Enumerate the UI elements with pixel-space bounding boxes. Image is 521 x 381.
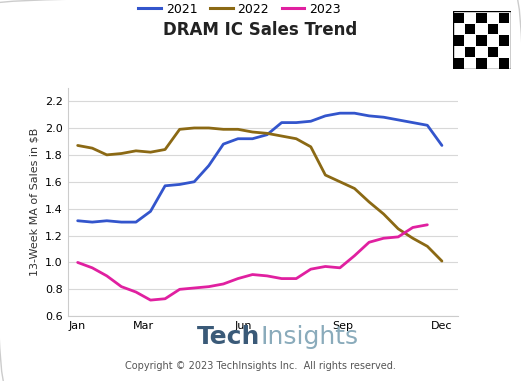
2022 [322, 173, 328, 177]
2022 [264, 131, 270, 136]
2021 [104, 218, 110, 223]
2022 [380, 212, 387, 216]
2021 [206, 163, 212, 168]
2021 [235, 136, 241, 141]
2021 [366, 114, 372, 118]
2021 [337, 111, 343, 115]
2023 [279, 276, 285, 281]
2021 [279, 120, 285, 125]
2021 [133, 220, 139, 224]
2022 [147, 150, 154, 154]
Text: Copyright © 2023 TechInsights Inc.  All rights reserved.: Copyright © 2023 TechInsights Inc. All r… [125, 361, 396, 371]
2022 [104, 152, 110, 157]
2022 [395, 227, 401, 231]
2023 [177, 287, 183, 291]
Bar [499, 13, 510, 23]
Bar [453, 35, 464, 46]
2022 [351, 186, 357, 191]
2023 [424, 223, 430, 227]
2022 [293, 136, 300, 141]
2023 [322, 264, 328, 269]
2023 [220, 282, 227, 286]
2021 [162, 184, 168, 188]
2022 [133, 149, 139, 153]
Bar [453, 58, 464, 69]
2023 [395, 235, 401, 239]
2022 [424, 244, 430, 248]
2021 [308, 119, 314, 123]
2023 [89, 266, 95, 270]
Text: DRAM IC Sales Trend: DRAM IC Sales Trend [164, 21, 357, 39]
2022 [337, 179, 343, 184]
2022 [366, 200, 372, 204]
2022 [410, 236, 416, 240]
Y-axis label: 13-Week MA of Sales in $B: 13-Week MA of Sales in $B [30, 128, 40, 276]
2021 [220, 142, 227, 146]
2022 [220, 127, 227, 131]
2021 [439, 143, 445, 148]
2023 [235, 276, 241, 281]
Bar [476, 35, 487, 46]
2021 [118, 220, 125, 224]
2022 [308, 144, 314, 149]
2023 [118, 284, 125, 289]
2022 [177, 127, 183, 131]
2022 [206, 126, 212, 130]
2023 [264, 274, 270, 278]
2023 [410, 225, 416, 230]
2021 [75, 218, 81, 223]
2021 [380, 115, 387, 120]
2022 [162, 147, 168, 152]
Text: Tech: Tech [197, 325, 260, 349]
2021 [410, 120, 416, 125]
2022 [439, 259, 445, 263]
2023 [308, 267, 314, 271]
2021 [293, 120, 300, 125]
2023 [380, 236, 387, 240]
Bar [476, 58, 487, 69]
2023 [147, 298, 154, 303]
2023 [293, 276, 300, 281]
Bar [488, 47, 498, 57]
Bar [453, 13, 464, 23]
Line: 2022: 2022 [78, 128, 442, 261]
2022 [118, 151, 125, 156]
Bar [476, 13, 487, 23]
2021 [250, 136, 256, 141]
2022 [250, 130, 256, 134]
2021 [351, 111, 357, 115]
Bar [465, 24, 475, 34]
Bar [465, 47, 475, 57]
Legend: 2021, 2022, 2023: 2021, 2022, 2023 [133, 0, 346, 21]
2021 [177, 182, 183, 187]
2023 [162, 296, 168, 301]
2023 [206, 284, 212, 289]
Bar [499, 35, 510, 46]
2023 [133, 290, 139, 294]
2022 [89, 146, 95, 150]
Line: 2021: 2021 [78, 113, 442, 222]
2021 [424, 123, 430, 128]
2023 [75, 260, 81, 265]
2022 [279, 134, 285, 138]
Bar [488, 24, 498, 34]
2023 [337, 266, 343, 270]
2021 [191, 179, 197, 184]
Line: 2023: 2023 [78, 225, 427, 300]
Text: Insights: Insights [260, 325, 358, 349]
2023 [250, 272, 256, 277]
2023 [104, 274, 110, 278]
2022 [235, 127, 241, 131]
Bar [499, 58, 510, 69]
2021 [322, 114, 328, 118]
2022 [191, 126, 197, 130]
2021 [147, 209, 154, 214]
2023 [191, 286, 197, 290]
2023 [366, 240, 372, 245]
2023 [351, 253, 357, 258]
2021 [89, 220, 95, 224]
2022 [75, 143, 81, 148]
2021 [264, 133, 270, 137]
2021 [395, 118, 401, 122]
